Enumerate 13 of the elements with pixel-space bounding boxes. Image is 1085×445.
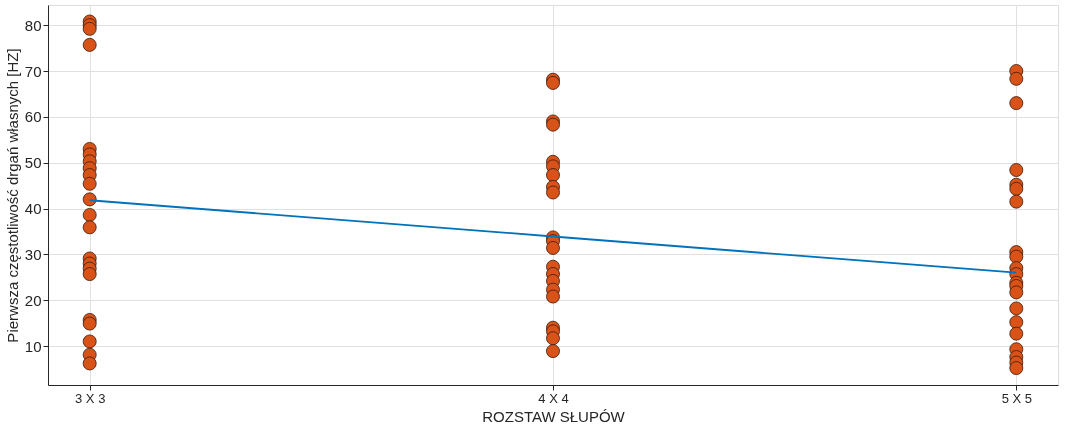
x-tick-label: 3 X 3 [75,390,106,406]
x-tick-label: 4 X 4 [538,390,569,406]
x-axis-title: ROZSTAW SŁUPÓW [482,407,626,425]
y-tick-label: 70 [24,62,42,80]
x-tick-label: 5 X 5 [1001,390,1032,406]
y-tick-label: 80 [24,16,42,34]
y-tick-label: 40 [24,200,42,218]
y-tick-label: 50 [24,154,42,172]
y-tick-label: 20 [24,291,42,309]
y-tick-label: 10 [24,337,42,355]
y-tick-label: 30 [24,245,42,263]
y-axis-title: Pierwsza częstotliwość drgań własnych [HZ] [3,48,21,343]
y-tick-label: 60 [24,108,42,126]
